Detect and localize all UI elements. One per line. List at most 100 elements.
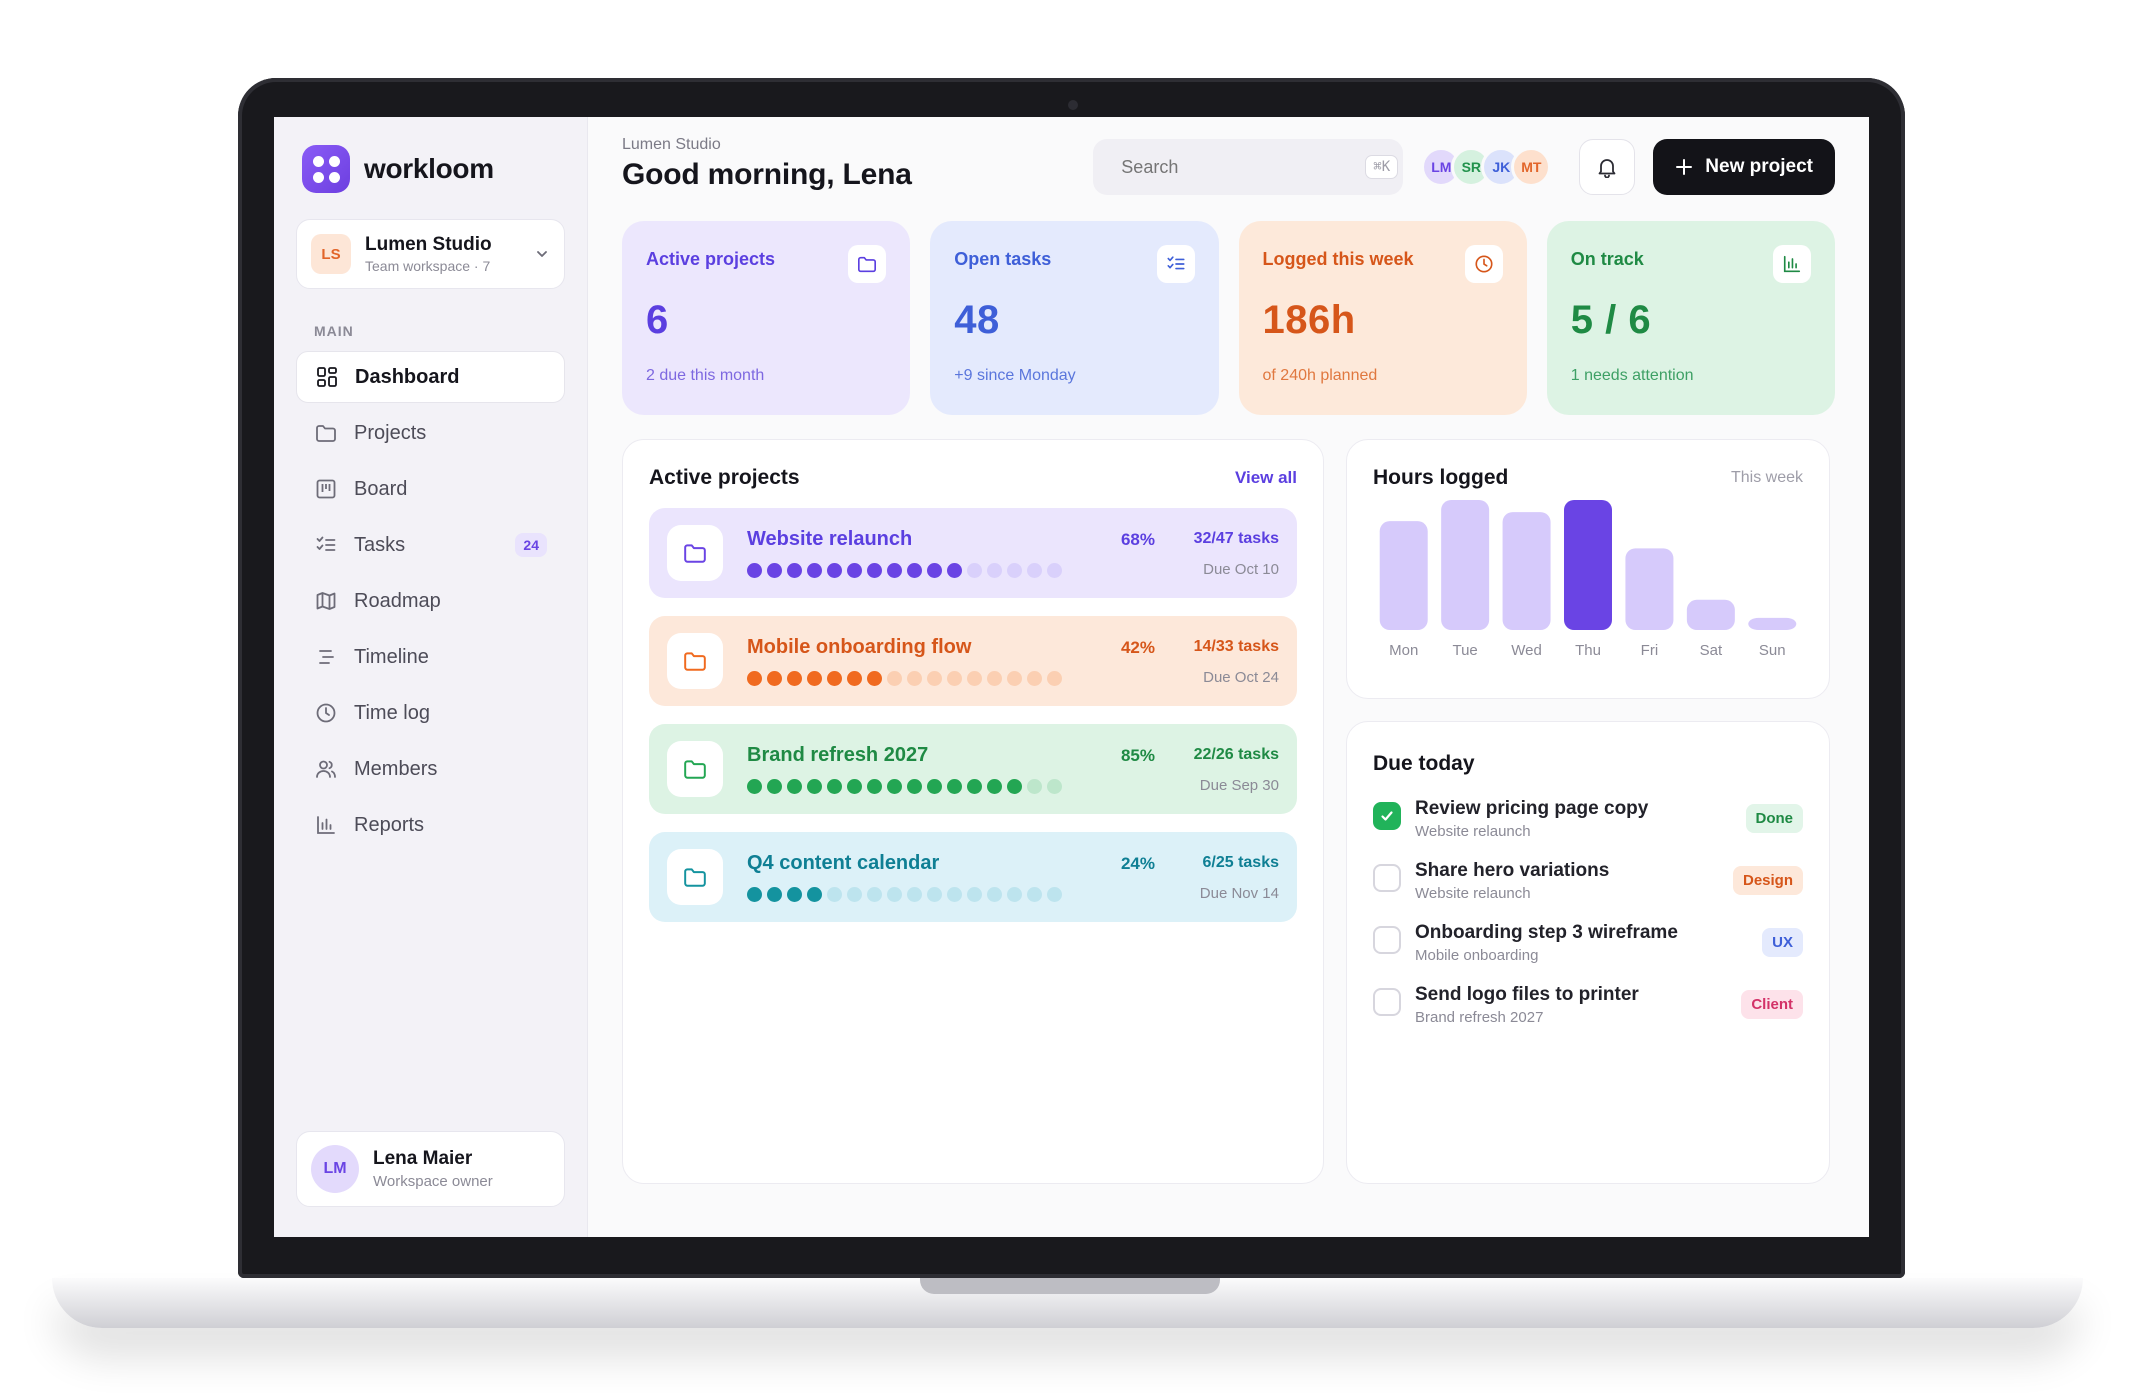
stat-card[interactable]: Logged this week 186h of 240h planned	[1238, 221, 1527, 415]
card-title: Due today	[1373, 752, 1475, 775]
brand-logo-icon	[302, 145, 350, 193]
grid-icon	[315, 365, 339, 389]
project-percent: 85%	[1120, 746, 1155, 765]
sidebar-item-board[interactable]: Board	[296, 463, 565, 515]
bar-sat[interactable]	[1686, 599, 1735, 630]
avatar: LM	[311, 1145, 359, 1193]
brand[interactable]: workloom	[302, 145, 565, 193]
progress-dot	[767, 671, 782, 686]
sidebar-item-members[interactable]: Members	[296, 743, 565, 795]
progress-dot	[847, 563, 862, 578]
sidebar-item-timeline[interactable]: Timeline	[296, 631, 565, 683]
stat-card[interactable]: Open tasks 48 +9 since Monday	[930, 221, 1219, 415]
clock-icon	[314, 701, 338, 725]
bar-wed[interactable]	[1502, 512, 1551, 630]
task-item[interactable]: Onboarding step 3 wireframe Mobile onboar…	[1373, 922, 1803, 964]
stat-label: Open tasks	[954, 249, 1052, 269]
user-name: Lena Maier	[373, 1148, 473, 1169]
progress-dot	[827, 671, 842, 686]
brand-name: workloom	[364, 153, 494, 184]
x-tick-label: Fri	[1641, 642, 1659, 659]
task-title: Send logo files to printer	[1415, 984, 1639, 1005]
bell-icon	[1598, 159, 1616, 178]
view-all-link[interactable]: View all	[1234, 468, 1297, 487]
task-item[interactable]: Send logo files to printer Brand refresh …	[1373, 984, 1803, 1026]
task-checkbox[interactable]	[1373, 926, 1401, 954]
notifications-button[interactable]	[1579, 139, 1636, 195]
card-title: Hours logged	[1373, 466, 1509, 489]
progress-dot	[907, 779, 922, 794]
x-tick-label: Tue	[1452, 642, 1477, 659]
page-title: Good morning, Lena	[622, 158, 912, 191]
progress-dot	[827, 779, 842, 794]
progress-dot	[747, 887, 762, 902]
progress-dot	[1027, 779, 1042, 794]
progress-dot	[1047, 563, 1062, 578]
bar-sun[interactable]	[1748, 617, 1797, 630]
stat-card[interactable]: Active projects 6 2 due this month	[622, 221, 911, 415]
progress-dot	[1007, 563, 1022, 578]
progress-dot	[827, 563, 842, 578]
task-checkbox[interactable]	[1373, 864, 1401, 892]
project-row[interactable]: Brand refresh 2027 85% 22/26 tasks Due Sep …	[649, 724, 1297, 814]
project-name: Mobile onboarding flow	[747, 636, 972, 658]
task-list: Review pricing page copy Website relaunch…	[1373, 798, 1803, 1026]
task-item[interactable]: Share hero variations Website relaunch Des…	[1373, 860, 1803, 902]
stat-cards: Active projects 6 2 due this month Open tas…	[622, 221, 1835, 415]
sidebar-item-projects[interactable]: Projects	[296, 407, 565, 459]
progress-dot	[987, 887, 1002, 902]
sidebar: workloom LS Lumen Studio Team workspace …	[274, 117, 588, 1237]
avatar[interactable]: MT	[1511, 147, 1552, 187]
sidebar-item-roadmap[interactable]: Roadmap	[296, 575, 565, 627]
check-icon	[1381, 811, 1393, 821]
search-box[interactable]: ⌘K	[1093, 139, 1404, 195]
bar-thu[interactable]	[1564, 500, 1612, 630]
stat-card[interactable]: On track 5 / 6 1 needs attention	[1546, 221, 1835, 415]
progress-dot	[887, 887, 902, 902]
progress-dot	[767, 887, 782, 902]
progress-dot	[887, 671, 902, 686]
sidebar-item-reports[interactable]: Reports	[296, 799, 565, 851]
progress-dot	[907, 671, 922, 686]
task-checkbox[interactable]	[1373, 988, 1401, 1016]
active-projects-card: Active projects View all Website relaunc…	[622, 439, 1324, 1184]
progress-dot	[1027, 671, 1042, 686]
stat-value: 186h	[1262, 298, 1356, 342]
new-project-button[interactable]: New project	[1653, 139, 1835, 195]
progress-dot	[907, 887, 922, 902]
progress-dot	[987, 671, 1002, 686]
sidebar-item-label: Dashboard	[355, 365, 460, 388]
bar-fri[interactable]	[1625, 548, 1674, 630]
task-title: Share hero variations	[1415, 860, 1610, 881]
stat-subtext: 1 needs attention	[1570, 367, 1694, 384]
sidebar-item-tasks[interactable]: Tasks 24	[296, 519, 565, 571]
search-input[interactable]	[1121, 156, 1354, 178]
task-checkbox[interactable]	[1373, 802, 1401, 830]
bar-chart-icon	[1773, 245, 1811, 283]
project-row[interactable]: Website relaunch 68% 32/47 tasks Due Oct 10	[649, 508, 1297, 598]
team-avatars[interactable]: LM SR JK MT	[1421, 147, 1552, 187]
task-item[interactable]: Review pricing page copy Website relaunch…	[1373, 798, 1803, 840]
project-row[interactable]: Mobile onboarding flow 42% 14/33 tasks Due …	[649, 616, 1297, 706]
sidebar-item-time-log[interactable]: Time log	[296, 687, 565, 739]
period-label[interactable]: This week	[1730, 469, 1803, 486]
laptop-notch	[920, 1278, 1220, 1294]
task-project: Website relaunch	[1415, 885, 1531, 902]
stat-value: 48	[954, 298, 1000, 342]
sidebar-item-label: Tasks	[354, 533, 406, 556]
progress-dot	[987, 779, 1002, 794]
sidebar-item-label: Projects	[354, 421, 427, 444]
progress-dot	[887, 563, 902, 578]
bar-mon[interactable]	[1379, 521, 1428, 630]
project-row[interactable]: Q4 content calendar 24% 6/25 tasks Due Nov …	[649, 832, 1297, 922]
sidebar-item-dashboard[interactable]: Dashboard	[296, 351, 565, 403]
plus-icon	[1676, 159, 1693, 175]
bar-tue[interactable]	[1441, 500, 1490, 630]
sidebar-item-label: Members	[354, 757, 438, 780]
progress-dot	[767, 563, 782, 578]
card-title: Active projects	[649, 466, 800, 489]
x-tick-label: Wed	[1511, 642, 1542, 659]
workspace-switcher[interactable]: LS Lumen Studio Team workspace · 7	[296, 219, 565, 289]
user-profile-card[interactable]: LM Lena Maier Workspace owner	[296, 1131, 565, 1207]
progress-dot	[787, 887, 802, 902]
